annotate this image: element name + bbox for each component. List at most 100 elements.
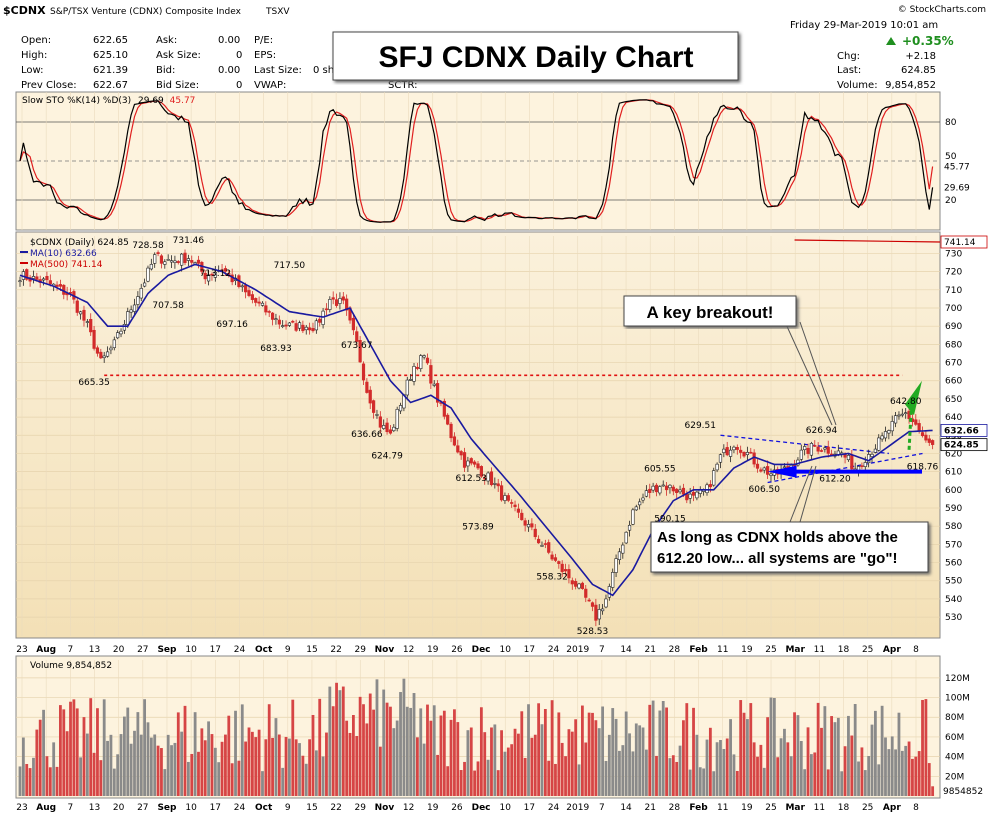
bid-label: Bid: bbox=[156, 65, 175, 76]
volume-bar bbox=[176, 712, 180, 796]
candle-body bbox=[631, 509, 635, 525]
candle-body bbox=[803, 446, 807, 451]
price-annotation: 558.32 bbox=[536, 573, 568, 583]
ma500-value-tag: 741.14 bbox=[944, 238, 976, 248]
x-tick-label: 19 bbox=[427, 645, 439, 655]
candle-body bbox=[291, 320, 295, 323]
x-tick-label: Dec bbox=[472, 645, 491, 655]
x-tick-label: 9 bbox=[285, 645, 291, 655]
candle-body bbox=[850, 455, 854, 470]
candle-body bbox=[31, 276, 36, 279]
ma500-legend: MA(500) 741.14 bbox=[30, 260, 103, 270]
volume-bar bbox=[197, 751, 200, 796]
candle-body bbox=[257, 301, 261, 304]
volume-bar bbox=[836, 717, 840, 796]
breakout-callout: A key breakout! bbox=[623, 295, 837, 426]
candle-body bbox=[526, 524, 531, 528]
volume-bar bbox=[658, 710, 662, 796]
candle-body bbox=[725, 447, 729, 456]
candle-body bbox=[644, 490, 648, 497]
candle-body bbox=[617, 551, 622, 560]
x-tick-label: 8 bbox=[913, 645, 919, 655]
volume-bar bbox=[267, 704, 271, 796]
volume-bar bbox=[62, 709, 66, 796]
volume-bar bbox=[173, 742, 177, 796]
stoch-tick-label: 80 bbox=[945, 118, 957, 128]
index-description: S&P/TSX Venture (CDNX) Composite Index bbox=[50, 7, 242, 17]
candle-body bbox=[206, 274, 211, 282]
volume-bar bbox=[914, 756, 918, 796]
volume-bar bbox=[217, 762, 221, 796]
candle-body bbox=[82, 309, 86, 321]
volume-bar bbox=[473, 770, 477, 796]
candle-body bbox=[533, 528, 537, 538]
candle-body bbox=[860, 465, 864, 467]
candle-body bbox=[691, 492, 696, 496]
last-size-label: Last Size: bbox=[254, 65, 302, 76]
candle-body bbox=[900, 413, 904, 416]
candle-body bbox=[927, 438, 931, 443]
volume-bar bbox=[729, 719, 732, 796]
candle-body bbox=[41, 278, 46, 281]
volume-bar bbox=[580, 705, 584, 796]
chg-label: Chg: bbox=[837, 51, 860, 62]
x-tick-label: 24 bbox=[548, 645, 560, 655]
candle-body bbox=[449, 423, 453, 439]
x-tick-label: 11 bbox=[717, 645, 728, 655]
volume-bar bbox=[341, 686, 345, 796]
x-tick-label-bottom: 10 bbox=[500, 803, 512, 813]
stoch-k-legend: 29.69 bbox=[138, 96, 164, 106]
stoch-d-legend: 45.77 bbox=[170, 96, 196, 106]
candle-body bbox=[479, 466, 483, 477]
candle-body bbox=[277, 319, 281, 325]
candle-body bbox=[281, 325, 285, 327]
candle-body bbox=[412, 365, 416, 382]
price-tick-label: 540 bbox=[945, 595, 962, 605]
volume-bar bbox=[870, 724, 874, 796]
candle-body bbox=[499, 485, 504, 501]
price-annotation: 728.58 bbox=[132, 241, 164, 251]
volume-bar bbox=[170, 745, 173, 796]
volume-bar bbox=[840, 771, 844, 796]
price-tick-label: 600 bbox=[945, 486, 962, 496]
candle-body bbox=[516, 508, 521, 513]
candle-body bbox=[520, 512, 524, 521]
volume-bar bbox=[614, 718, 618, 796]
x-tick-label-bottom: Nov bbox=[375, 803, 395, 813]
candle-body bbox=[419, 355, 423, 369]
candle-body bbox=[577, 583, 581, 589]
candle-body bbox=[920, 432, 925, 437]
volume-bar bbox=[153, 734, 157, 796]
x-tick-label: 21 bbox=[644, 645, 655, 655]
volume-bar bbox=[719, 739, 722, 796]
volume-bar bbox=[540, 724, 544, 796]
volume-bar bbox=[597, 728, 601, 796]
candle-body bbox=[506, 495, 510, 501]
price-tick-label: 730 bbox=[945, 249, 962, 259]
candle-body bbox=[166, 259, 170, 261]
volume-bar bbox=[927, 763, 931, 796]
volume-bar bbox=[560, 742, 564, 796]
x-tick-label: Aug bbox=[36, 645, 56, 655]
candle-body bbox=[483, 477, 487, 480]
volume-bar bbox=[193, 712, 197, 796]
volume-bar bbox=[399, 692, 402, 796]
candle-body bbox=[169, 260, 174, 263]
candle-body bbox=[641, 497, 645, 501]
low-label: Low: bbox=[21, 65, 44, 76]
candle-body bbox=[129, 309, 133, 313]
candle-body bbox=[99, 351, 103, 359]
candle-body bbox=[153, 254, 157, 264]
hold-pointer-2 bbox=[799, 465, 817, 523]
x-tick-label-bottom: 27 bbox=[137, 803, 148, 813]
volume-bar bbox=[392, 728, 396, 796]
volume-bar bbox=[688, 769, 692, 796]
candle-body bbox=[382, 425, 386, 429]
x-tick-label-bottom: 29 bbox=[355, 803, 367, 813]
candle-body bbox=[287, 322, 292, 326]
volume-tick-label: 120M bbox=[945, 674, 970, 684]
ma500-value-tag-box bbox=[940, 235, 988, 249]
volume-bar bbox=[698, 767, 702, 796]
candle-body bbox=[671, 486, 675, 492]
candle-body bbox=[159, 255, 164, 264]
